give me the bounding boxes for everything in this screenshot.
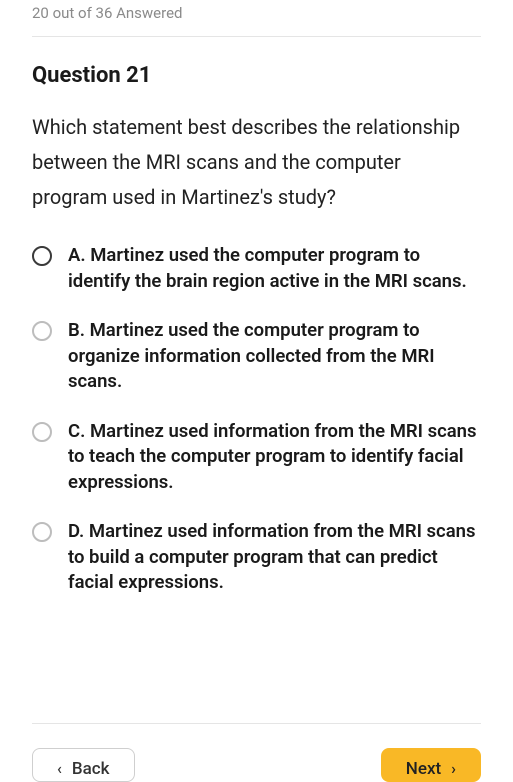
bottom-divider [32,723,481,724]
radio-icon [32,321,52,341]
radio-icon [32,422,52,442]
option-a[interactable]: A. Martinez used the computer program to… [32,243,481,294]
back-button-label: Back [72,759,110,779]
quiz-page: 20 out of 36 Answered Question 21 Which … [0,0,513,782]
radio-icon [32,246,52,266]
option-label: C. Martinez used information from the MR… [68,419,481,496]
next-button[interactable]: Next › [381,748,481,782]
question-title: Question 21 [32,37,481,110]
option-b[interactable]: B. Martinez used the computer program to… [32,318,481,395]
footer: ‹ Back Next › [32,699,481,782]
chevron-left-icon: ‹ [57,761,62,777]
nav-row: ‹ Back Next › [32,748,481,782]
back-button[interactable]: ‹ Back [32,748,135,782]
progress-text: 20 out of 36 Answered [32,0,481,36]
option-d[interactable]: D. Martinez used information from the MR… [32,519,481,596]
option-label: D. Martinez used information from the MR… [68,519,481,596]
next-button-label: Next [406,759,441,779]
option-label: B. Martinez used the computer program to… [68,318,481,395]
chevron-right-icon: › [451,761,456,777]
option-c[interactable]: C. Martinez used information from the MR… [32,419,481,496]
question-text: Which statement best describes the relat… [32,110,481,243]
radio-icon [32,522,52,542]
option-label: A. Martinez used the computer program to… [68,243,481,294]
options-list: A. Martinez used the computer program to… [32,243,481,699]
